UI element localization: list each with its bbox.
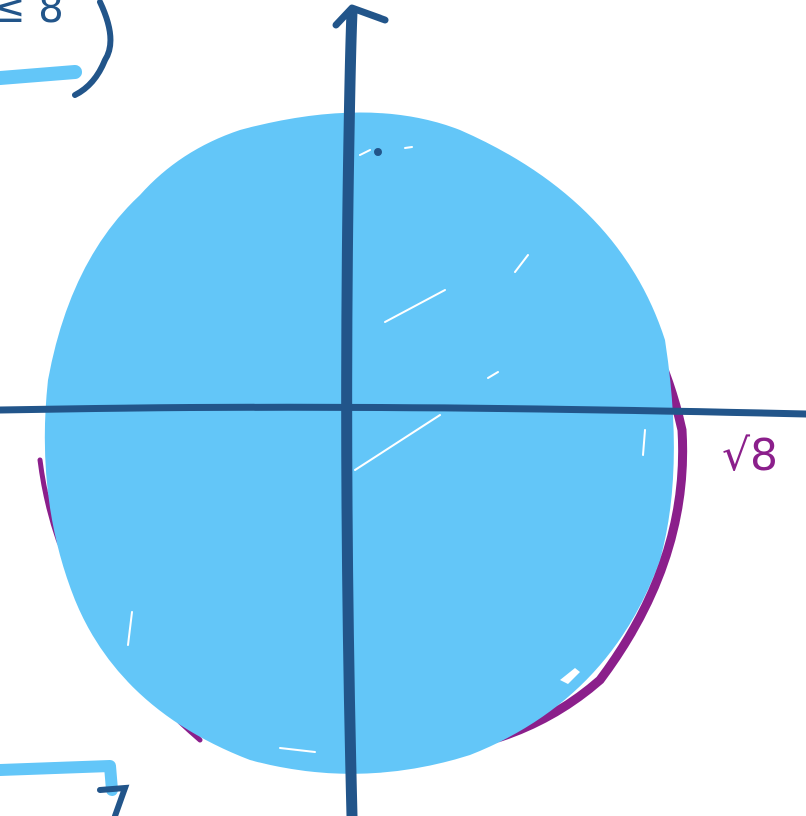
- x-axis: [0, 403, 806, 418]
- streak: [560, 668, 580, 684]
- y-axis: [341, 6, 358, 816]
- top-left-text: ≤ 8: [0, 0, 64, 32]
- dot: [374, 148, 382, 156]
- blue-stroke: [0, 760, 118, 796]
- axis-arrow: [332, 4, 389, 29]
- filled-disk: [44, 112, 674, 774]
- blue-stroke: [0, 65, 82, 85]
- streaks: [127, 146, 646, 753]
- brace: [72, 0, 114, 98]
- axis-mark-label: √8: [722, 430, 778, 481]
- fragment: [97, 784, 130, 816]
